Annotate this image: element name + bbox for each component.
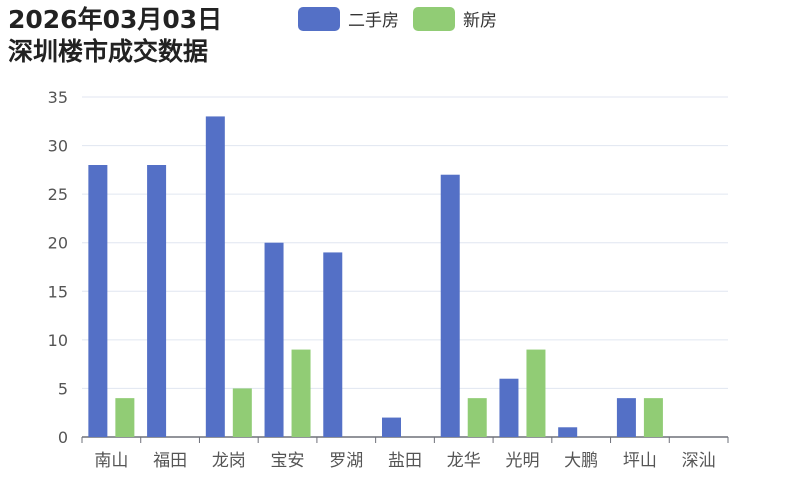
y-tick-label: 20 xyxy=(48,234,68,253)
bar-series-1-9 xyxy=(643,398,663,437)
legend-label-series-0: 二手房 xyxy=(348,11,399,31)
bar-series-1-0 xyxy=(115,398,135,437)
x-tick-label: 龙华 xyxy=(447,451,481,471)
bar-series-0-0 xyxy=(88,165,108,437)
bar-series-0-6 xyxy=(440,174,460,437)
x-tick-label: 宝安 xyxy=(271,451,305,471)
legend-swatch-series-1 xyxy=(413,6,455,31)
y-tick-label: 35 xyxy=(48,88,68,107)
x-tick-label: 龙岗 xyxy=(212,451,246,471)
legend-item-series-0[interactable]: 二手房 xyxy=(298,6,399,31)
chart-legend: 二手房 新房 xyxy=(298,6,511,31)
x-tick-label: 罗湖 xyxy=(329,451,363,471)
bar-series-0-1 xyxy=(147,165,167,437)
chart-title-date: 2026年03月03日 xyxy=(8,5,223,34)
bar-series-0-4 xyxy=(323,252,343,437)
y-tick-label: 30 xyxy=(48,137,68,156)
bar-series-0-9 xyxy=(616,398,636,437)
legend-swatch-series-0 xyxy=(298,6,340,31)
bar-series-1-2 xyxy=(232,388,252,437)
x-tick-label: 南山 xyxy=(94,451,128,471)
x-tick-label: 深汕 xyxy=(682,451,716,471)
y-tick-label: 10 xyxy=(48,331,68,350)
x-tick-label: 大鹏 xyxy=(564,451,598,471)
x-tick-label: 光明 xyxy=(505,451,539,471)
x-tick-label: 盐田 xyxy=(388,451,422,471)
y-tick-label: 25 xyxy=(48,185,68,204)
x-tick-label: 福田 xyxy=(153,451,187,471)
legend-label-series-1: 新房 xyxy=(463,11,497,31)
bar-series-0-5 xyxy=(382,417,401,437)
bar-series-1-6 xyxy=(467,398,487,437)
bar-series-0-7 xyxy=(499,378,519,437)
y-tick-label: 15 xyxy=(48,282,68,301)
bar-series-0-3 xyxy=(264,242,284,437)
bar-series-1-3 xyxy=(291,349,311,437)
bar-series-1-7 xyxy=(526,349,546,437)
x-tick-label: 坪山 xyxy=(623,451,657,471)
bar-series-0-2 xyxy=(205,116,225,437)
chart-title-subject: 深圳楼市成交数据 xyxy=(8,37,209,66)
y-tick-label: 0 xyxy=(58,428,68,447)
legend-item-series-1[interactable]: 新房 xyxy=(413,6,497,31)
bar-series-0-8 xyxy=(558,427,578,437)
y-tick-label: 5 xyxy=(58,379,68,398)
chart-title: 2026年03月03日 深圳楼市成交数据 xyxy=(8,4,222,68)
